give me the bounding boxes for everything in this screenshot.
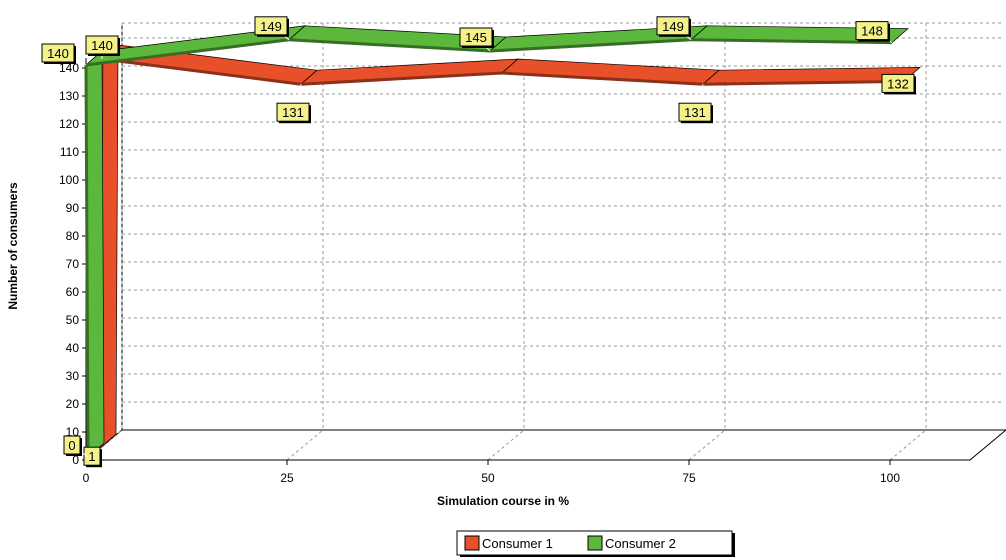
data-label-box (656, 16, 690, 36)
data-label: 0 (68, 438, 75, 453)
y-tick-label: 0 (72, 453, 79, 467)
data-label: 140 (47, 46, 69, 61)
data-label-box (41, 43, 75, 63)
data-label-box (83, 446, 101, 466)
y-tick-label: 50 (66, 313, 80, 327)
x-tick-label: 0 (83, 471, 90, 485)
series-edge (101, 57, 302, 86)
legend-swatch-consumer-2 (587, 535, 603, 551)
series-ribbons (84, 25, 921, 458)
data-label-box (459, 27, 493, 47)
data-label-box (881, 73, 915, 93)
x-tick-label: 50 (481, 471, 495, 485)
data-label-box (855, 21, 889, 41)
series-edge (501, 71, 704, 86)
data-label: 132 (887, 76, 909, 91)
series-segment-consumer-1 (300, 58, 519, 85)
data-label-box (254, 16, 288, 36)
y-tick-label: 60 (66, 285, 80, 299)
legend-label-consumer-2: Consumer 2 (605, 536, 676, 551)
x-tick-label: 100 (880, 471, 900, 485)
y-tick-label: 80 (66, 229, 80, 243)
series-edge (288, 38, 491, 53)
y-tick-label: 140 (59, 61, 79, 75)
data-label: 131 (684, 105, 706, 120)
data-label-box (276, 102, 310, 122)
data-label: 1 (88, 449, 95, 464)
series-edge (84, 64, 90, 458)
y-tick-label: 90 (66, 201, 80, 215)
x-tick-label: 75 (682, 471, 696, 485)
data-label: 148 (861, 24, 883, 39)
y-tick-label: 120 (59, 117, 79, 131)
series-edge (300, 71, 503, 86)
x-tick-label: 25 (280, 471, 294, 485)
legend: Consumer 1 Consumer 2 (456, 530, 735, 557)
series-edge (690, 38, 893, 45)
y-tick-label: 100 (59, 173, 79, 187)
data-label-box (85, 35, 119, 55)
grid-lines (84, 22, 1006, 461)
series-edge (489, 38, 692, 53)
y-tick-label: 130 (59, 89, 79, 103)
data-label-box (63, 435, 81, 455)
data-label: 140 (91, 38, 113, 53)
data-label: 131 (282, 105, 304, 120)
data-labels: 1 140 131 131 132 0 140 149 145 149 148 (41, 16, 916, 468)
series-edge (85, 38, 290, 67)
data-label: 149 (662, 19, 684, 34)
data-label: 145 (465, 30, 487, 45)
legend-swatch-consumer-1 (464, 535, 480, 551)
y-tick-label: 110 (60, 145, 79, 159)
y-axis-title: Number of consumers (6, 182, 20, 310)
y-tick-label: 20 (66, 397, 80, 411)
gridline-depth (286, 429, 324, 461)
series-edge (702, 79, 905, 86)
y-tick-label: 70 (66, 257, 80, 271)
gridline-depth (487, 429, 525, 461)
data-label: 149 (260, 19, 282, 34)
legend-label-consumer-1: Consumer 1 (482, 536, 553, 551)
gridline-depth (688, 429, 726, 461)
y-tick-label: 40 (66, 341, 80, 355)
data-label-box (678, 102, 712, 122)
x-axis-title: Simulation course in % (437, 494, 569, 508)
floor (84, 429, 1006, 461)
y-tick-label: 30 (66, 369, 80, 383)
gridline-depth (889, 429, 927, 461)
